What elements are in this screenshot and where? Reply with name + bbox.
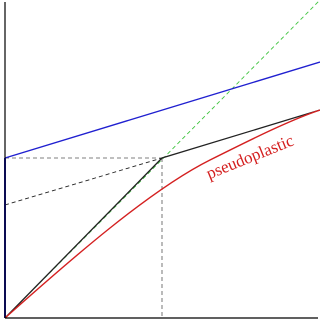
bingham-line	[4, 61, 320, 159]
piecewise-line	[4, 109, 320, 319]
newtonian-line	[4, 0, 320, 319]
pseudoplastic-curve	[4, 109, 320, 319]
dashed-tangent	[4, 157, 163, 206]
